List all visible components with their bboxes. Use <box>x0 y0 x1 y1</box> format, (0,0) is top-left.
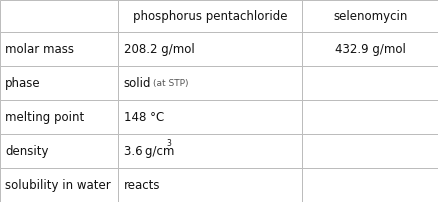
Bar <box>118 100 302 134</box>
Bar <box>118 168 302 202</box>
Text: 3: 3 <box>166 139 171 148</box>
Text: phosphorus pentachloride: phosphorus pentachloride <box>133 10 287 23</box>
Bar <box>118 134 302 168</box>
Text: reacts: reacts <box>124 179 160 191</box>
Text: density: density <box>5 145 49 158</box>
Bar <box>0 100 118 134</box>
Bar <box>302 32 438 66</box>
Bar <box>0 32 118 66</box>
Bar <box>302 134 438 168</box>
Bar <box>302 0 438 32</box>
Text: phase: phase <box>5 77 41 90</box>
Text: molar mass: molar mass <box>5 43 74 56</box>
Bar <box>302 100 438 134</box>
Bar <box>0 66 118 100</box>
Bar <box>118 66 302 100</box>
Text: 148 °C: 148 °C <box>124 111 164 124</box>
Text: solid: solid <box>124 77 151 90</box>
Bar <box>0 0 118 32</box>
Bar <box>118 32 302 66</box>
Bar <box>302 168 438 202</box>
Text: melting point: melting point <box>5 111 85 124</box>
Text: (at STP): (at STP) <box>153 79 189 88</box>
Text: 208.2 g/mol: 208.2 g/mol <box>124 43 194 56</box>
Bar <box>118 0 302 32</box>
Text: solubility in water: solubility in water <box>5 179 111 191</box>
Text: selenomycin: selenomycin <box>333 10 407 23</box>
Bar <box>0 134 118 168</box>
Bar <box>0 168 118 202</box>
Bar <box>302 66 438 100</box>
Text: 432.9 g/mol: 432.9 g/mol <box>335 43 406 56</box>
Text: 3.6 g/cm: 3.6 g/cm <box>124 145 174 158</box>
